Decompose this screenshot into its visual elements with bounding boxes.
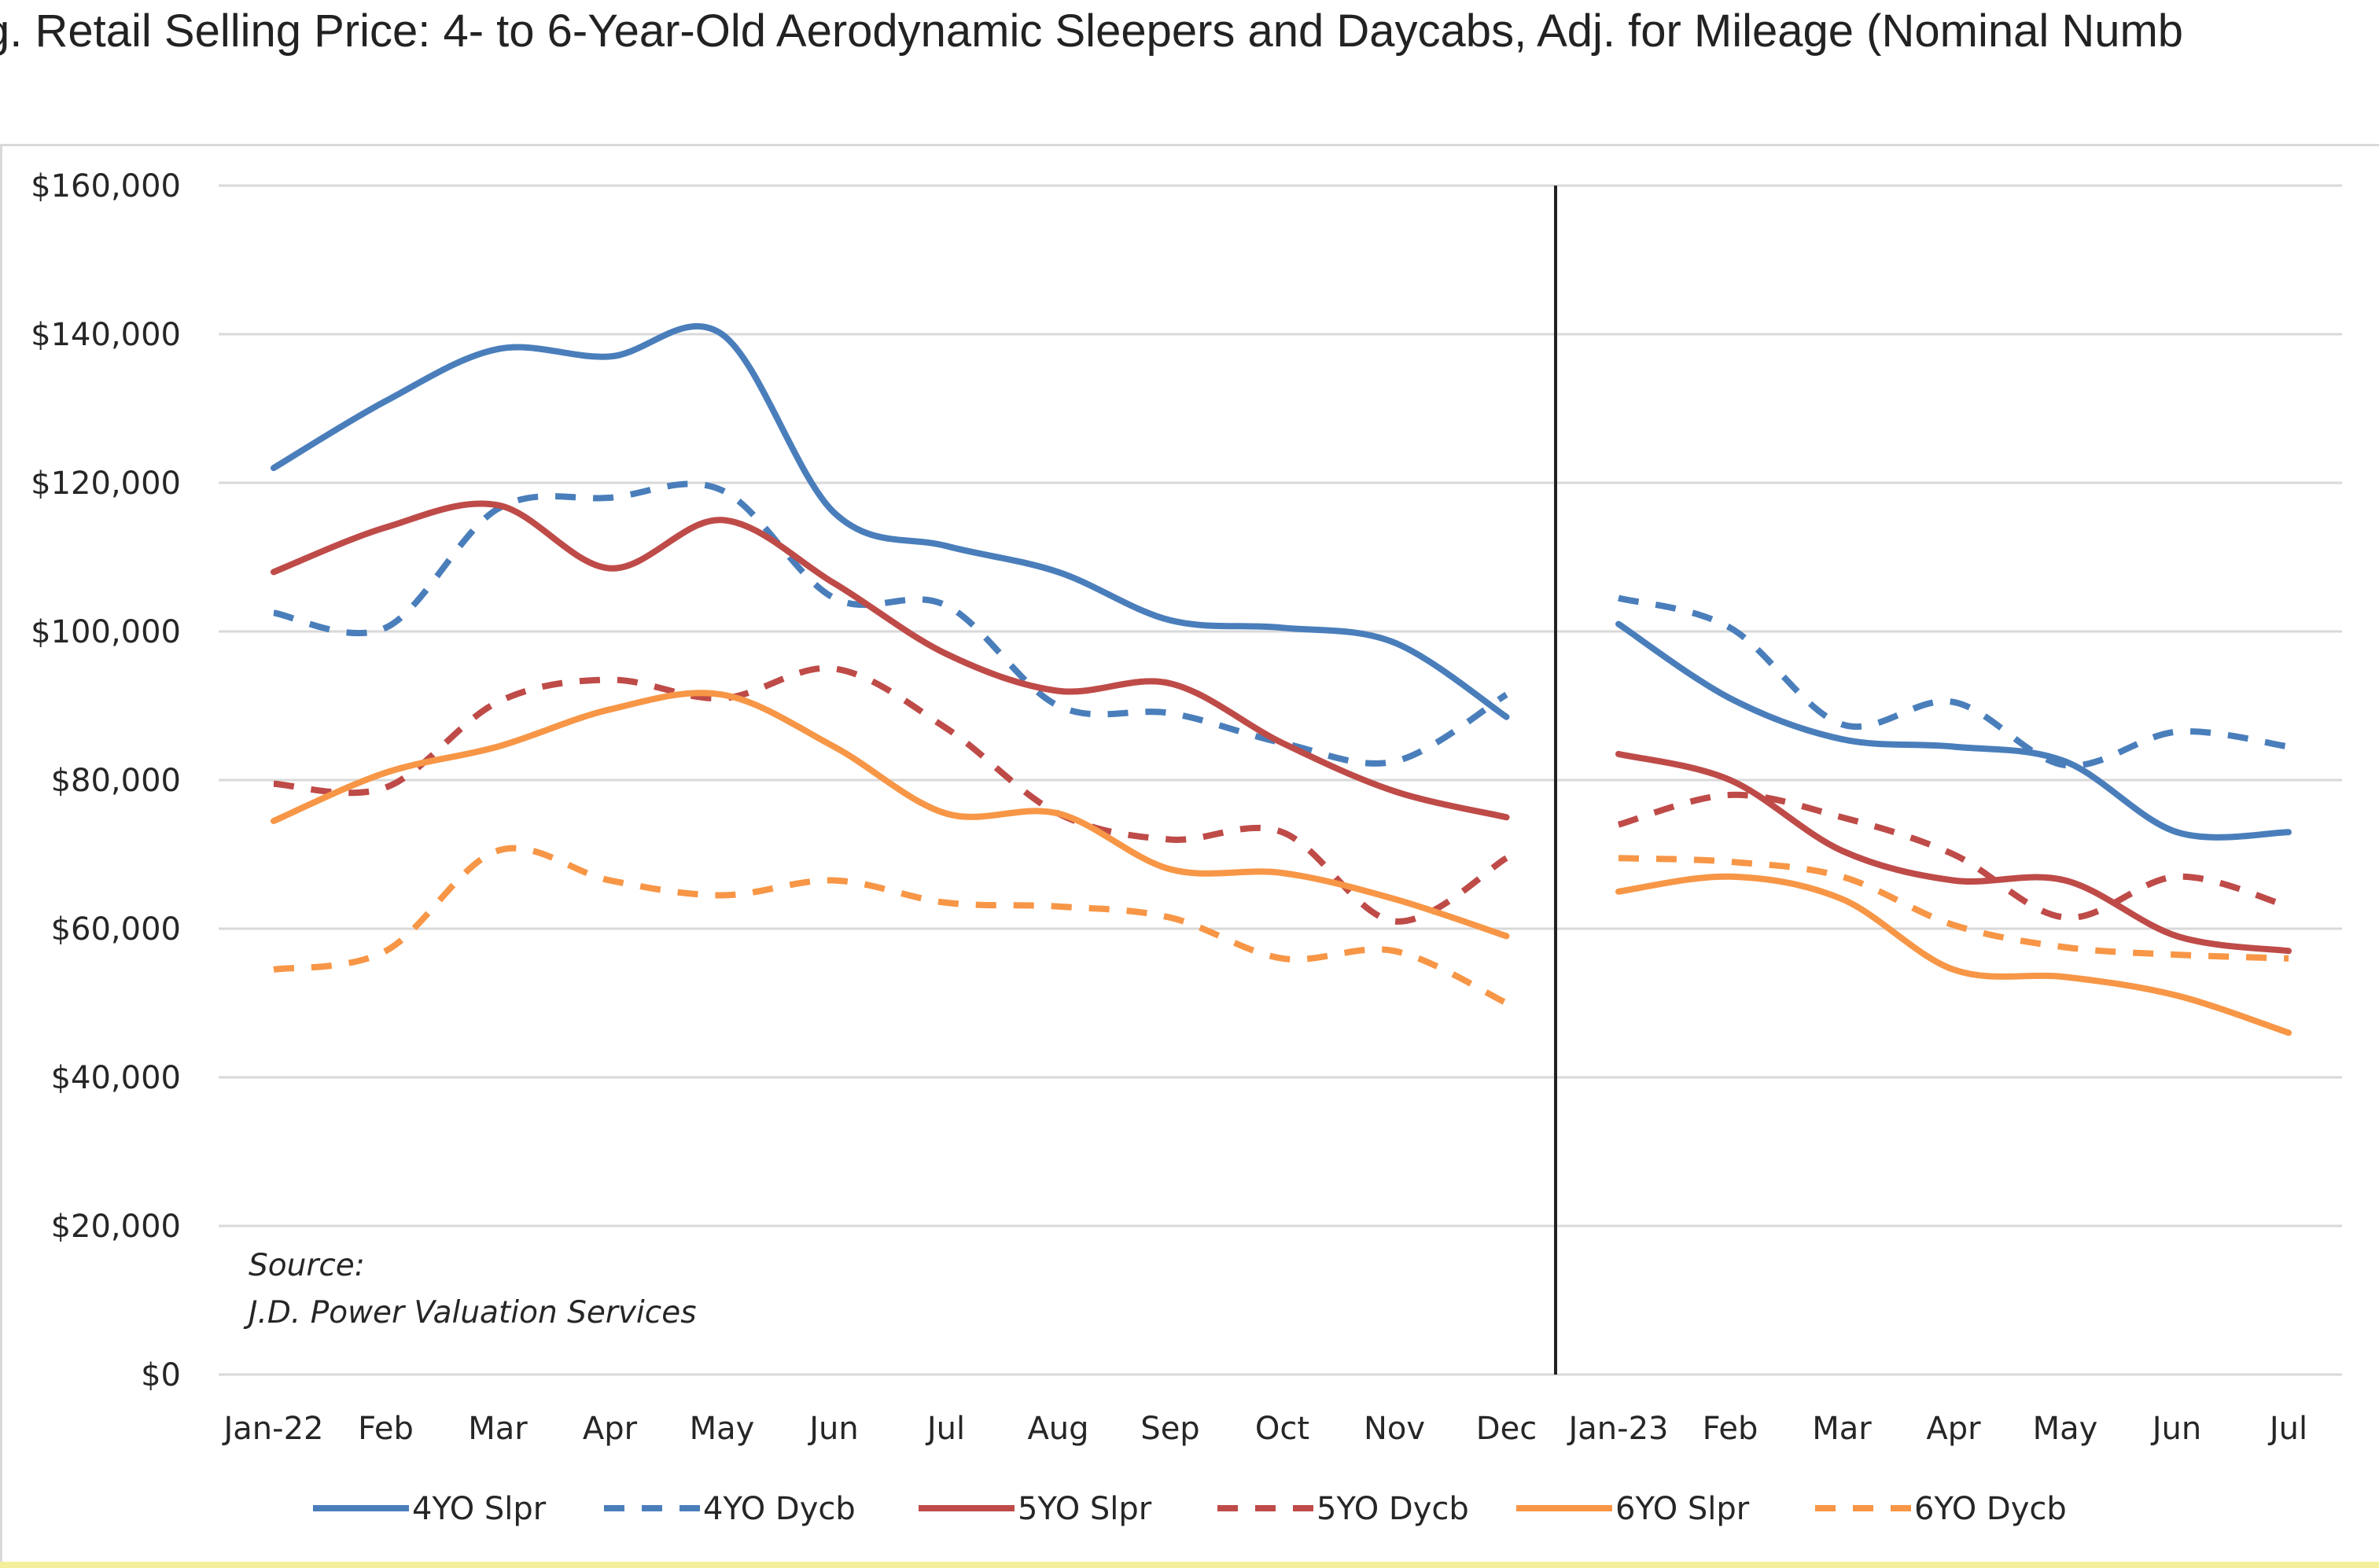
series-line: [271, 500, 1510, 821]
y-tick-label: $80,000: [51, 763, 181, 799]
x-tick-label: May: [690, 1411, 755, 1447]
x-tick-label: Jan-22: [222, 1411, 324, 1447]
legend-item-label: 6YO Slpr: [1615, 1491, 1750, 1527]
x-tick-label: Jan-23: [1567, 1411, 1669, 1447]
y-tick-label: $120,000: [31, 466, 181, 502]
x-tick-label: Dec: [1476, 1411, 1537, 1447]
y-tick-label: $100,000: [31, 614, 181, 650]
series-line: [1615, 873, 2292, 1036]
x-tick-label: Feb: [1703, 1411, 1758, 1447]
legend-item-label: 4YO Slpr: [412, 1491, 547, 1527]
x-tick-label: Apr: [583, 1411, 638, 1447]
y-tick-label: $140,000: [31, 317, 181, 353]
x-tick-label: Mar: [468, 1411, 528, 1447]
series-lines: [271, 322, 2292, 1036]
x-tick-label: Jul: [925, 1411, 965, 1447]
y-tick-label: $60,000: [51, 911, 181, 948]
x-tick-label: Aug: [1027, 1411, 1088, 1447]
legend-item-label: 5YO Dycb: [1317, 1491, 1469, 1527]
x-tick-label: Apr: [1926, 1411, 1981, 1447]
x-axis: Jan-22 Feb Mar Apr May Jun Jul Aug Sep Oct Nov Dec J…: [222, 1411, 2308, 1447]
y-tick-label: $40,000: [51, 1060, 181, 1096]
x-tick-label: May: [2033, 1411, 2098, 1447]
series-line: [1617, 594, 2289, 769]
y-axis: $0 $20,000 $40,000 $60,000 $80,000 $100,000 $1…: [31, 168, 181, 1393]
series-line: [271, 322, 1510, 720]
series-line: [1617, 791, 2290, 921]
source-label: Source:: [249, 1248, 365, 1283]
chart-frame: [0, 144, 2379, 1568]
series-line: [273, 845, 1508, 1007]
series-line: [1615, 620, 2292, 841]
series-line: [271, 690, 1510, 940]
x-tick-label: Jun: [807, 1411, 859, 1447]
legend-item-label: 5YO Slpr: [1018, 1491, 1152, 1527]
x-tick-label: Nov: [1364, 1411, 1425, 1447]
x-tick-label: Jun: [2150, 1411, 2202, 1447]
series-line: [273, 664, 1508, 925]
source-note: Source: J.D. Power Valuation Services: [243, 1248, 697, 1331]
legend-item-label: 6YO Dycb: [1914, 1491, 2067, 1527]
x-tick-label: Jul: [2267, 1411, 2307, 1447]
chart-bottom-strip: [0, 1562, 2379, 1568]
y-tick-label: $0: [141, 1357, 181, 1393]
y-tick-label: $160,000: [31, 168, 181, 204]
chart-title: g. Retail Selling Price: 4- to 6-Year-Ol…: [0, 6, 2184, 57]
source-value: J.D. Power Valuation Services: [243, 1295, 697, 1331]
gridlines: [219, 184, 2342, 1376]
y-tick-label: $20,000: [51, 1209, 181, 1245]
x-tick-label: Feb: [358, 1411, 414, 1447]
x-tick-label: Mar: [1812, 1411, 1872, 1447]
legend: 4YO Slpr 4YO Dycb 5YO Slpr 5YO Dycb 6YO Slpr…: [313, 1491, 2067, 1527]
series-line: [1618, 855, 2289, 962]
legend-item-label: 4YO Dycb: [703, 1491, 856, 1527]
x-tick-label: Oct: [1255, 1411, 1309, 1447]
x-tick-label: Sep: [1140, 1411, 1199, 1447]
series-line: [1615, 750, 2292, 955]
